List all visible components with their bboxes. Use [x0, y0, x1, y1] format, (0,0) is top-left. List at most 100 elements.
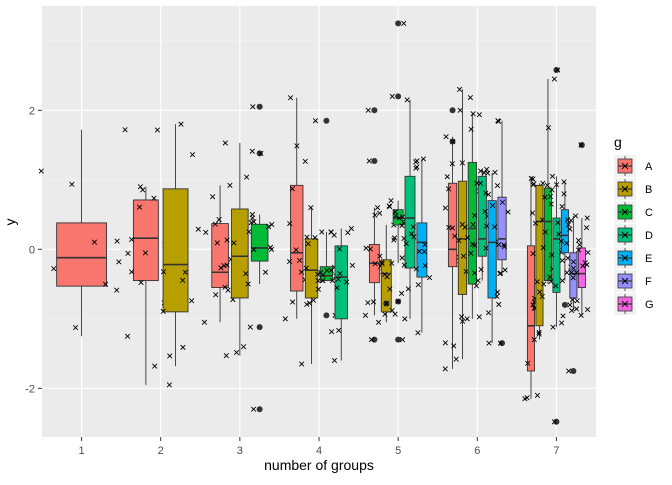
jitter-point — [392, 209, 398, 215]
cross-stroke — [383, 300, 390, 307]
cross-stroke — [374, 204, 381, 211]
jitter-point — [366, 158, 372, 164]
cross-stroke — [151, 195, 157, 201]
cross-stroke — [240, 344, 247, 350]
jitter-point — [414, 158, 420, 164]
cross-stroke — [370, 299, 377, 305]
cross-stroke — [502, 267, 508, 273]
jitter-point — [547, 274, 553, 280]
jitter-point — [154, 127, 161, 133]
cross-stroke — [555, 67, 561, 73]
jitter-point — [315, 277, 321, 284]
jitter-point — [387, 286, 393, 292]
jitter-point — [494, 289, 501, 295]
cross-stroke — [467, 94, 473, 101]
cross-stroke — [531, 181, 537, 187]
cross-stroke — [561, 179, 567, 185]
cross-stroke — [310, 297, 317, 303]
jitter-point — [160, 308, 166, 314]
x-axis-title: number of groups — [264, 457, 374, 473]
box-x1-A — [38, 127, 131, 339]
cross-stroke — [539, 293, 545, 300]
cross-stroke — [415, 330, 421, 336]
x-tick-label: 6 — [474, 445, 480, 457]
jitter-point — [328, 329, 335, 335]
cross-stroke — [621, 277, 629, 285]
jitter-point — [475, 277, 481, 284]
cross-stroke — [401, 235, 407, 242]
outlier-point — [256, 103, 263, 110]
cross-stroke — [399, 337, 406, 343]
jitter-point — [331, 232, 337, 238]
cross-stroke — [553, 283, 559, 289]
cross-stroke — [160, 269, 167, 275]
cross-stroke — [583, 225, 590, 231]
jitter-point — [411, 234, 417, 240]
cross-stroke — [399, 214, 406, 220]
jitter-point — [216, 216, 222, 223]
legend-label: B — [645, 184, 652, 196]
box-iqr — [56, 222, 107, 287]
jitter-point — [318, 269, 324, 276]
box-iqr — [569, 252, 578, 299]
jitter-point — [482, 208, 488, 215]
jitter-point — [114, 238, 120, 244]
jitter-point — [386, 203, 392, 209]
jitter-point — [544, 182, 550, 188]
legend-item-B: B — [614, 178, 652, 200]
jitter-point — [372, 261, 378, 267]
cross-stroke — [136, 204, 143, 210]
cross-stroke — [483, 223, 490, 229]
cross-stroke — [315, 277, 321, 284]
jitter-point — [404, 97, 410, 103]
jitter-point — [91, 239, 98, 245]
cross-stroke — [415, 282, 421, 288]
jitter-point — [539, 293, 545, 300]
jitter-point — [304, 301, 310, 307]
cross-stroke — [501, 242, 507, 248]
jitter-point — [575, 247, 582, 253]
jitter-point — [476, 112, 482, 118]
cross-stroke — [114, 287, 120, 293]
jitter-point — [580, 263, 586, 269]
cross-stroke — [452, 233, 458, 239]
jitter-point — [558, 238, 564, 244]
outlier-point — [371, 107, 378, 114]
jitter-point — [457, 107, 463, 113]
box-x5-E — [410, 156, 433, 336]
cross-stroke — [565, 255, 571, 261]
jitter-point — [223, 353, 229, 359]
cross-stroke — [584, 306, 591, 313]
jitter-point — [451, 343, 457, 349]
cross-stroke — [308, 204, 314, 211]
legend-label: E — [645, 253, 652, 265]
cross-stroke — [249, 215, 256, 221]
cross-stroke — [585, 249, 591, 256]
cross-stroke — [403, 240, 409, 247]
box-iqr — [250, 223, 269, 262]
cross-stroke — [389, 260, 395, 266]
cross-stroke — [287, 95, 294, 101]
cross-stroke — [422, 241, 428, 248]
jitter-point — [413, 266, 419, 272]
cross-stroke — [420, 156, 427, 162]
y-axis-title: y — [2, 219, 18, 226]
jitter-point — [138, 279, 144, 286]
cross-stroke — [38, 168, 44, 174]
jitter-point — [445, 186, 452, 192]
jitter-point — [471, 270, 478, 276]
jitter-point — [530, 250, 536, 257]
jitter-point — [456, 237, 462, 244]
jitter-point — [559, 257, 565, 264]
jitter-point — [268, 246, 275, 253]
jitter-point — [214, 240, 220, 246]
cross-stroke — [476, 314, 482, 320]
jitter-point — [245, 281, 251, 287]
cross-stroke — [553, 182, 560, 188]
jitter-point — [459, 160, 465, 166]
cross-stroke — [532, 220, 539, 226]
x-tick-label: 4 — [316, 445, 322, 457]
cross-stroke — [537, 289, 543, 295]
cross-stroke — [524, 395, 530, 401]
jitter-point — [528, 175, 534, 182]
